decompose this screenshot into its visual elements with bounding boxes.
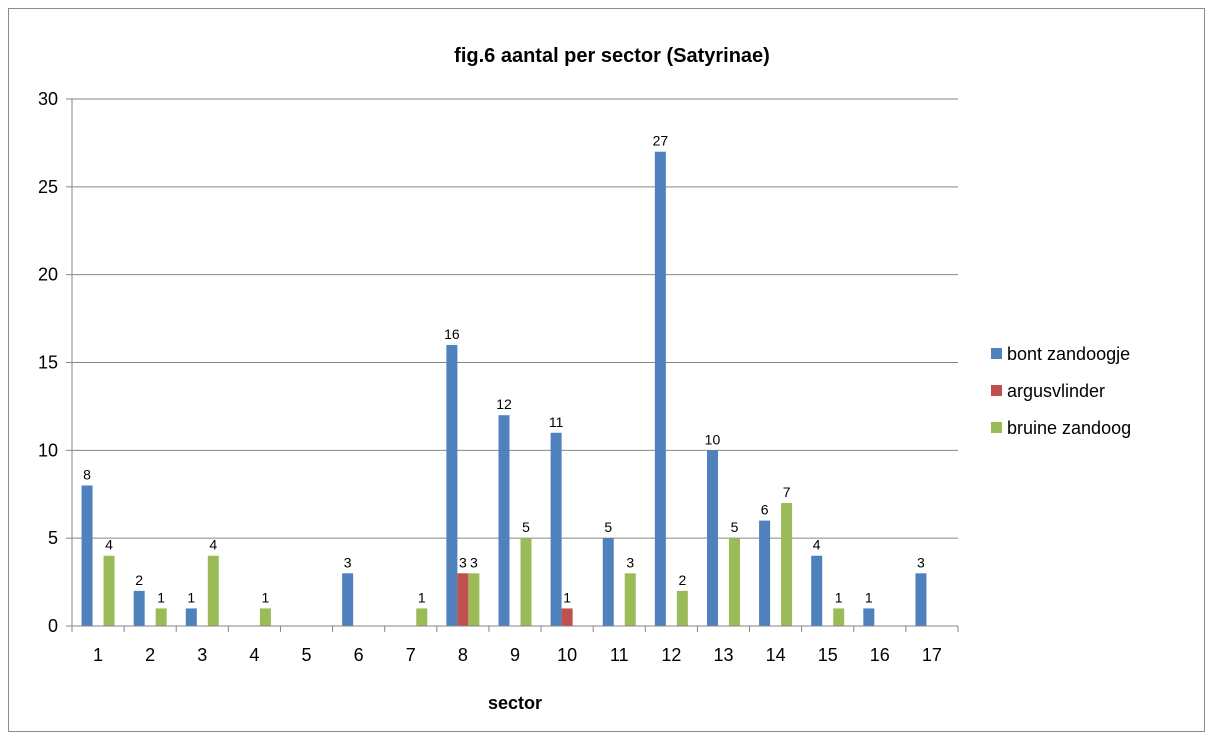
x-tick-label: 8 [458,645,468,665]
bar [728,538,740,626]
data-label: 1 [157,589,165,605]
x-tick-label: 14 [766,645,786,665]
bar [133,590,145,626]
bar [81,485,93,626]
data-label: 1 [835,589,843,605]
bar [915,573,927,626]
bar [811,555,823,626]
x-tick-label: 13 [713,645,733,665]
bar-chart: fig.6 aantal per sector (Satyrinae) 0 5 10… [38,45,1131,713]
bar [833,608,845,626]
bar [498,415,510,626]
data-label: 2 [135,572,143,588]
data-label: 7 [783,484,791,500]
bars [81,151,927,626]
legend-label: bruine zandoog [1007,418,1131,438]
bar [207,555,219,626]
data-label: 5 [522,519,530,535]
x-tick-label: 6 [354,645,364,665]
data-label: 3 [917,554,925,570]
bar [103,555,115,626]
bar [259,608,271,626]
x-tick-label: 2 [145,645,155,665]
data-label: 1 [187,589,195,605]
data-label: 10 [705,431,721,447]
y-tick-label: 5 [48,528,58,548]
y-tick-label: 30 [38,89,58,109]
data-label: 12 [496,396,512,412]
bar [676,590,688,626]
x-tick-label: 17 [922,645,942,665]
x-tick-label: 16 [870,645,890,665]
data-label: 27 [653,133,669,149]
x-tick-label: 12 [661,645,681,665]
legend-label: argusvlinder [1007,381,1105,401]
data-label: 5 [604,519,612,535]
gridlines [72,98,958,627]
legend-label: bont zandoogje [1007,344,1130,364]
chart-title: fig.6 aantal per sector (Satyrinae) [454,45,770,67]
x-tick-label: 10 [557,645,577,665]
x-tick-label: 5 [302,645,312,665]
legend: bont zandoogje argusvlinder bruine zandoog [991,344,1131,438]
legend-swatch [991,348,1002,359]
data-label: 4 [813,537,821,553]
legend-swatch [991,422,1002,433]
legend-swatch [991,385,1002,396]
bar [781,503,793,626]
data-label: 3 [470,554,478,570]
bar [342,573,354,626]
x-axis-title: sector [488,693,542,713]
bar [155,608,167,626]
x-tick-label: 3 [197,645,207,665]
chart-frame: fig.6 aantal per sector (Satyrinae) 0 5 10… [8,8,1205,732]
bar [185,608,197,626]
data-label: 16 [444,326,460,342]
bar [446,344,458,626]
bar [863,608,875,626]
bar [706,450,718,626]
data-label: 1 [418,589,426,605]
x-tick-label: 11 [610,645,629,665]
x-tick-label: 9 [510,645,520,665]
data-label: 8 [83,466,91,482]
data-label: 4 [209,537,217,553]
data-label: 11 [549,414,564,430]
x-tick-label: 1 [93,645,103,665]
data-label: 5 [731,519,739,535]
data-label: 6 [761,502,769,518]
y-tick-label: 10 [38,440,58,460]
data-label: 3 [626,554,634,570]
data-label: 4 [105,537,113,553]
bar [520,538,532,626]
bar [416,608,428,626]
data-label: 3 [344,554,352,570]
y-tick-label: 15 [38,353,58,373]
bar [654,151,666,626]
y-tick-label: 20 [38,265,58,285]
bar [759,520,771,626]
data-label: 2 [678,572,686,588]
bar [561,608,573,626]
x-tick-label: 7 [406,645,416,665]
x-tick-label: 15 [818,645,838,665]
y-tick-label: 25 [38,177,58,197]
bar [602,538,614,626]
bar [457,573,469,626]
data-label: 1 [563,589,571,605]
data-label: 1 [865,589,873,605]
x-tick-label: 4 [249,645,259,665]
bar [624,573,636,626]
data-label: 1 [262,589,270,605]
data-label: 3 [459,554,467,570]
bar [468,573,480,626]
y-tick-label: 0 [48,616,58,636]
bar [550,432,562,626]
